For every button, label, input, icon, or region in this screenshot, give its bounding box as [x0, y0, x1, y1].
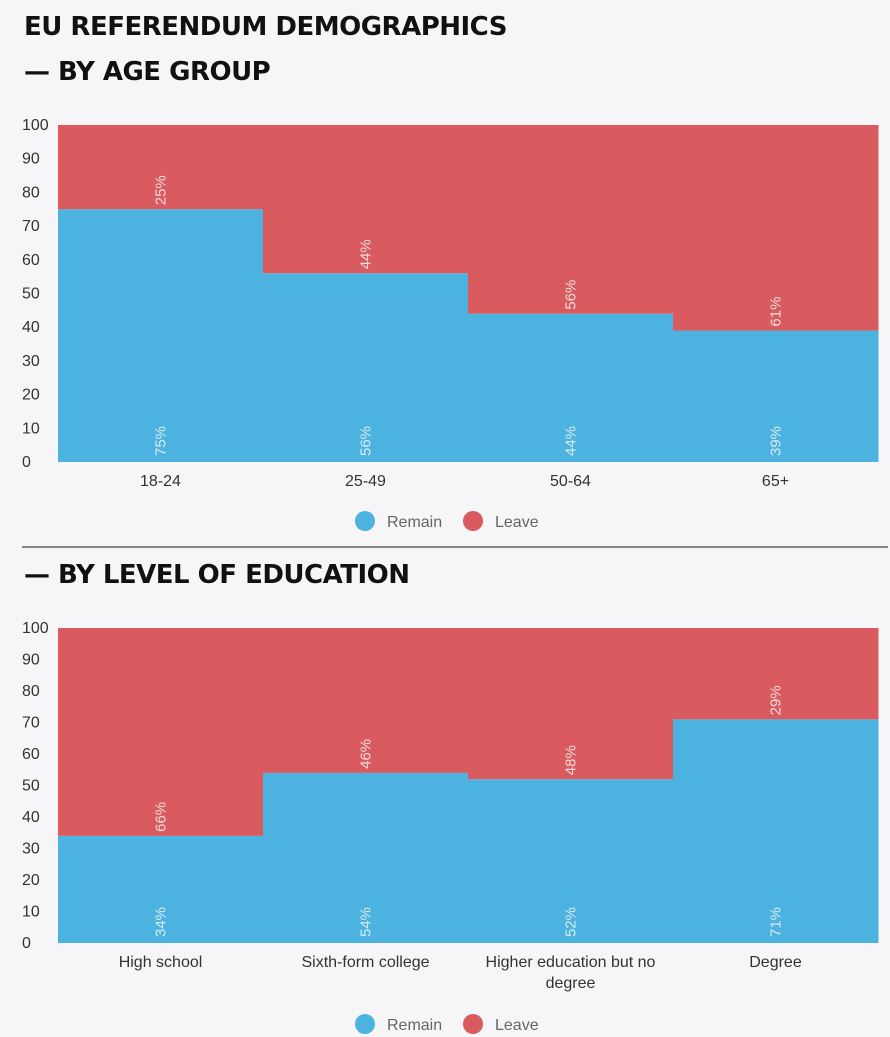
y-tick-label: 70	[22, 218, 40, 235]
leave-value-label: 48%	[563, 745, 580, 775]
leave-value-label: 29%	[768, 685, 785, 715]
legend-remain-label: Remain	[387, 1017, 442, 1034]
y-tick-label: 30	[22, 353, 40, 370]
remain-value-label: 71%	[768, 907, 785, 937]
education-section-heading: — BY LEVEL OF EDUCATION	[24, 560, 410, 590]
leave-bar-segment	[263, 628, 469, 773]
y-tick-label: 20	[22, 872, 40, 889]
category-label: 50-64	[550, 473, 591, 490]
remain-value-label: 52%	[563, 907, 580, 937]
age-group-chart: 0 10 20 30 40 50 60 70 80 90 100 75% 25% 56% 44% 44% 56%…	[22, 117, 879, 531]
leave-value-label: 46%	[358, 739, 375, 769]
remain-bar-segment	[673, 330, 879, 462]
y-tick-label: 40	[22, 809, 40, 826]
y-tick-label: 90	[22, 151, 40, 168]
remain-bar-segment	[673, 719, 879, 943]
leave-bar-segment	[468, 628, 674, 780]
leave-value-label: 61%	[768, 297, 785, 327]
legend-leave-marker	[463, 511, 483, 531]
page-title: EU REFERENDUM DEMOGRAPHICS	[24, 12, 507, 42]
y-tick-label: 90	[22, 652, 40, 669]
education-level-chart: 0 10 20 30 40 50 60 70 80 90 100 34% 66% 54% 46% 52% 48%…	[22, 620, 879, 1034]
legend-leave-label: Leave	[495, 1017, 539, 1034]
leave-value-label: 44%	[358, 239, 375, 269]
y-tick-label: 10	[22, 420, 40, 437]
y-tick-label: 60	[22, 746, 40, 763]
remain-bar-segment	[468, 313, 674, 462]
remain-value-label: 54%	[358, 907, 375, 937]
category-label: Degree	[749, 954, 802, 971]
leave-value-label: 25%	[153, 175, 170, 205]
y-tick-label: 40	[22, 319, 40, 336]
y-tick-label: 80	[22, 184, 40, 201]
leave-bar-segment	[673, 125, 879, 331]
section-divider	[22, 546, 888, 548]
y-tick-label: 60	[22, 252, 40, 269]
y-tick-label: 10	[22, 904, 40, 921]
y-tick-label: 20	[22, 387, 40, 404]
y-tick-label: 30	[22, 841, 40, 858]
age-section-heading: — BY AGE GROUP	[24, 57, 271, 87]
remain-bar-segment	[58, 835, 264, 943]
legend-leave-marker	[463, 1014, 483, 1034]
category-label: Higher education but no degree	[486, 954, 656, 992]
y-tick-label: 0	[22, 454, 31, 471]
leave-bar-segment	[468, 125, 674, 314]
leave-value-label: 56%	[563, 280, 580, 310]
leave-value-label: 66%	[153, 802, 170, 832]
y-tick-label: 50	[22, 286, 40, 303]
category-label: 25-49	[345, 473, 386, 490]
category-label: High school	[119, 954, 203, 971]
remain-value-label: 34%	[153, 907, 170, 937]
remain-value-label: 75%	[153, 426, 170, 456]
category-label: Sixth-form college	[301, 954, 429, 971]
y-tick-label: 50	[22, 778, 40, 795]
remain-bar-segment	[58, 209, 264, 462]
legend-remain-marker	[355, 511, 375, 531]
y-tick-label: 100	[22, 117, 49, 134]
y-tick-label: 0	[22, 935, 31, 952]
remain-value-label: 39%	[768, 426, 785, 456]
legend-remain-marker	[355, 1014, 375, 1034]
remain-value-label: 56%	[358, 426, 375, 456]
category-label: 18-24	[140, 473, 181, 490]
leave-bar-segment	[58, 628, 264, 836]
remain-bar-segment	[468, 779, 674, 943]
remain-bar-segment	[263, 273, 469, 462]
y-tick-label: 70	[22, 715, 40, 732]
category-label: 65+	[762, 473, 789, 490]
legend-leave-label: Leave	[495, 514, 539, 531]
leave-bar-segment	[673, 628, 879, 720]
legend-remain-label: Remain	[387, 514, 442, 531]
y-tick-label: 80	[22, 683, 40, 700]
remain-bar-segment	[263, 772, 469, 943]
remain-value-label: 44%	[563, 426, 580, 456]
leave-bar-segment	[263, 125, 469, 274]
y-tick-label: 100	[22, 620, 49, 637]
leave-bar-segment	[58, 125, 264, 210]
